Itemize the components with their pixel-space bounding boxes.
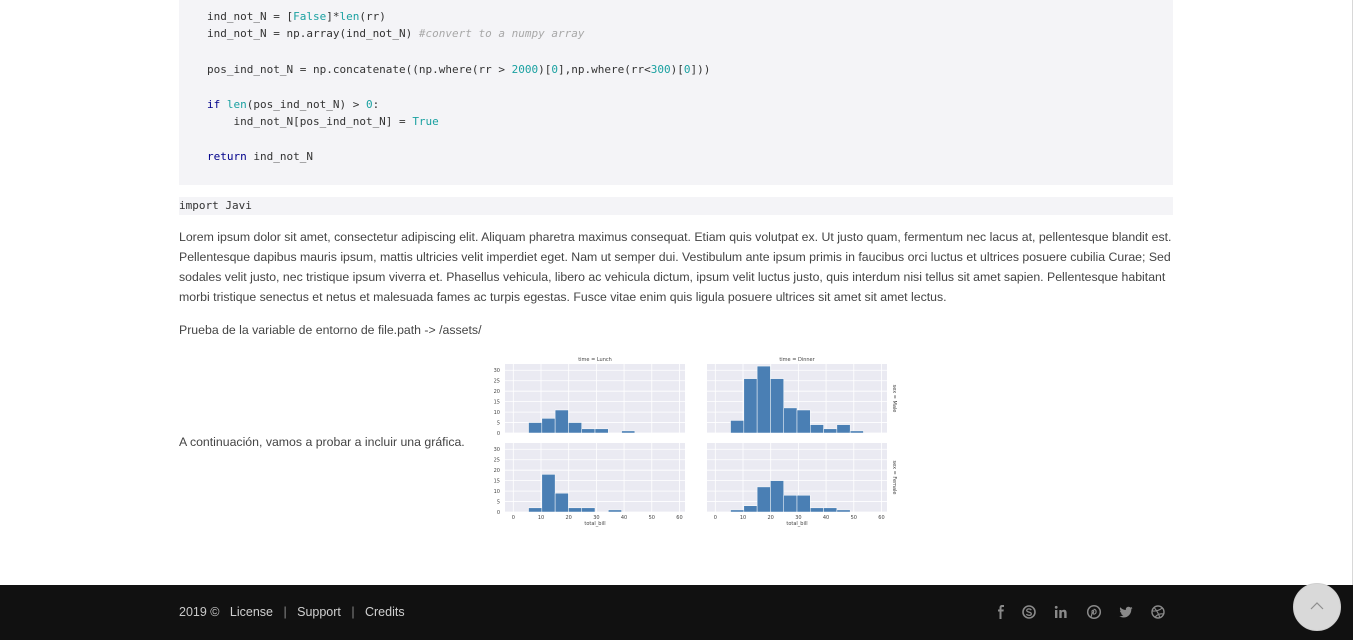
facet-column-title: time = Dinner (779, 357, 815, 363)
skype-icon[interactable] (1021, 604, 1037, 620)
chevron-up-icon (1310, 602, 1324, 610)
separator: | (351, 605, 355, 619)
y-tick-label: 25 (494, 458, 500, 464)
histogram-bar (743, 378, 758, 434)
facet-panel (505, 364, 685, 433)
pinterest-icon[interactable] (1086, 604, 1102, 620)
twitter-icon[interactable] (1118, 604, 1134, 620)
chart-caption: A continuación, vamos a probar a incluir… (179, 435, 465, 449)
license-link[interactable]: License (229, 605, 274, 619)
facet-histogram-chart: 0 5 10 15 20 25 30 time = Lunch time = Dinner sex… (494, 357, 897, 527)
histogram-bar (743, 505, 758, 513)
histogram-bar (756, 486, 771, 513)
y-tick-label: 15 (494, 478, 500, 484)
code-line-4: if len(pos_ind_not_N) > 0: (207, 98, 380, 111)
y-tick-label: 5 (497, 499, 500, 505)
code-line-1: ind_not_N = [False]*len(rr) (207, 10, 386, 23)
x-tick-label: 0 (512, 515, 515, 521)
y-tick-label: 10 (494, 489, 500, 495)
histogram-bar (770, 480, 784, 513)
histogram-bar (823, 507, 838, 513)
histogram-bar (836, 509, 851, 513)
histogram-bar (528, 422, 543, 434)
histogram-bar (810, 424, 824, 434)
footer-links: 2019 © License | Support | Credits (179, 605, 405, 619)
code-line-5: ind_not_N[pos_ind_not_N] = True (207, 115, 439, 128)
histogram-bar (568, 507, 582, 513)
x-tick-label: 30 (795, 515, 801, 521)
y-tick-label: 0 (497, 431, 500, 437)
x-axis-label: total_bill (786, 521, 807, 527)
histogram-bar (756, 365, 771, 434)
histogram-bar (608, 509, 622, 513)
y-tick-label: 15 (494, 399, 500, 405)
histogram-bar (581, 428, 596, 434)
histogram-bar (730, 420, 745, 434)
histogram-bar (554, 409, 569, 434)
x-tick-label: 20 (566, 515, 572, 521)
y-tick-label: 20 (494, 389, 500, 395)
y-tick-label: 10 (494, 410, 500, 416)
code-line-2: ind_not_N = np.array(ind_not_N) #convert… (207, 27, 585, 40)
histogram-bar (581, 507, 596, 513)
x-tick-label: 40 (823, 515, 829, 521)
histogram-bar (783, 407, 798, 434)
code-line-6: return ind_not_N (207, 150, 313, 163)
copyright: 2019 © (179, 605, 220, 619)
facet-row-title: sex = Male (891, 385, 897, 413)
y-tick-label: 5 (497, 420, 500, 426)
x-tick-label: 50 (649, 515, 655, 521)
x-axis-label: total_bill (584, 521, 605, 527)
separator: | (283, 605, 287, 619)
y-tick-label: 30 (494, 447, 500, 453)
histogram-bar (554, 492, 569, 513)
histogram-bar (823, 428, 838, 434)
inline-code: import Javi (179, 197, 1173, 215)
env-variable-text: Prueba de la variable de entorno de file… (179, 323, 482, 337)
histogram-bar (730, 509, 745, 513)
histogram-bar (541, 474, 556, 513)
scroll-to-top-button[interactable] (1293, 583, 1341, 631)
histogram-bar (849, 430, 864, 434)
y-tick-label: 25 (494, 379, 500, 385)
support-link[interactable]: Support (297, 605, 341, 619)
x-tick-label: 40 (621, 515, 627, 521)
histogram-bar (810, 507, 824, 513)
facet-panel (505, 443, 685, 512)
code-line-3: pos_ind_not_N = np.concatenate((np.where… (207, 63, 711, 76)
y-tick-label: 20 (494, 468, 500, 474)
facet-row-title: sex = Female (891, 461, 897, 495)
x-tick-label: 20 (768, 515, 774, 521)
histogram-bar (796, 495, 811, 513)
histogram-bar (621, 430, 636, 434)
histogram-bar (836, 424, 851, 434)
y-tick-label: 30 (494, 368, 500, 374)
histogram-bar (541, 418, 556, 434)
facebook-icon[interactable] (993, 604, 1009, 620)
footer: 2019 © License | Support | Credits (0, 585, 1353, 640)
x-tick-label: 10 (538, 515, 544, 521)
x-tick-label: 30 (593, 515, 599, 521)
lorem-paragraph: Lorem ipsum dolor sit amet, consectetur … (179, 230, 1172, 304)
histogram-bar (568, 422, 582, 434)
dribbble-icon[interactable] (1150, 604, 1166, 620)
histogram-bar (770, 378, 784, 434)
x-tick-label: 60 (878, 515, 884, 521)
x-tick-label: 10 (740, 515, 746, 521)
credits-link[interactable]: Credits (364, 605, 405, 619)
histogram-bar (594, 428, 609, 434)
histogram-bar (528, 507, 543, 513)
x-tick-label: 60 (676, 515, 682, 521)
code-block: ind_not_N = [False]*len(rr) ind_not_N = … (179, 0, 1173, 185)
histogram-bar (783, 495, 798, 513)
histogram-bar (796, 409, 811, 434)
y-tick-label: 0 (497, 510, 500, 516)
linkedin-icon[interactable] (1053, 604, 1069, 620)
facet-column-title: time = Lunch (578, 357, 612, 363)
inline-code-text: import Javi (179, 199, 252, 212)
x-tick-label: 50 (851, 515, 857, 521)
x-tick-label: 0 (714, 515, 717, 521)
